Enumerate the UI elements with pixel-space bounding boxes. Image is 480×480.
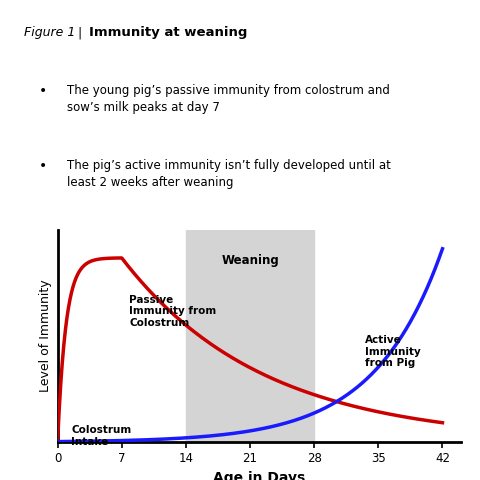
Text: Colostrum
Intake: Colostrum Intake (72, 425, 132, 447)
Text: Immunity at weaning: Immunity at weaning (89, 26, 247, 39)
Text: Active
Immunity
from Pig: Active Immunity from Pig (365, 335, 420, 368)
Y-axis label: Level of Immunity: Level of Immunity (39, 280, 52, 392)
Bar (186, 230, 314, 442)
Text: The young pig’s passive immunity from colostrum and
sow’s milk peaks at day 7: The young pig’s passive immunity from co… (67, 84, 390, 114)
X-axis label: Age in Days: Age in Days (213, 470, 305, 480)
Text: |: | (74, 26, 87, 39)
Text: The pig’s active immunity isn’t fully developed until at
least 2 weeks after wea: The pig’s active immunity isn’t fully de… (67, 159, 391, 189)
Text: •: • (38, 159, 47, 173)
Text: •: • (38, 84, 47, 98)
Text: Passive
Immunity from
Colostrum: Passive Immunity from Colostrum (129, 295, 216, 328)
Text: Weaning: Weaning (221, 254, 279, 267)
Text: Figure 1: Figure 1 (24, 26, 75, 39)
